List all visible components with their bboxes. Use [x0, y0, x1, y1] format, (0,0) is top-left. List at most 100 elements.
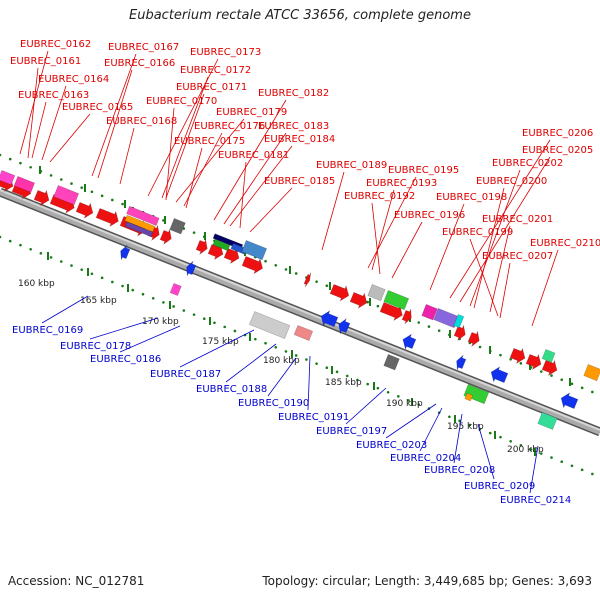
forward-leader-line: [371, 189, 395, 271]
forward-gene-box: [383, 290, 410, 311]
forward-gene-box: [421, 304, 438, 321]
forward-gene-label: EUBREC_0184: [264, 134, 335, 145]
reverse-gene: [338, 317, 351, 335]
tick-dot-outer: [570, 382, 574, 386]
forward-gene-label: EUBREC_0192: [344, 191, 415, 202]
forward-gene-box: [0, 170, 16, 186]
reverse-gene-box: [169, 283, 182, 296]
forward-gene: [75, 202, 94, 219]
tick-dot-inner: [570, 464, 574, 468]
tick-dot-inner: [8, 239, 12, 243]
forward-gene: [329, 284, 350, 302]
tick-dot-outer: [90, 190, 94, 194]
tick-dot-outer: [121, 202, 124, 206]
forward-gene: [525, 353, 542, 371]
footer-accession: Accession: NC_012781: [8, 574, 145, 588]
forward-gene-box: [241, 240, 268, 261]
tick-dot-outer: [325, 284, 329, 288]
forward-gene-label: EUBREC_0165: [62, 102, 133, 113]
reverse-leader-line: [225, 343, 277, 383]
forward-gene-box: [169, 218, 186, 235]
reverse-gene-label: EUBREC_0197: [316, 426, 387, 437]
forward-leader-line: [185, 147, 203, 209]
tick-dot-inner: [417, 403, 421, 406]
tick-dot-inner: [305, 358, 308, 361]
forward-gene: [379, 302, 403, 322]
reverse-gene-box: [463, 384, 490, 405]
forward-leader-line: [469, 169, 521, 307]
tick-dot-inner: [356, 378, 359, 382]
forward-gene: [159, 228, 172, 246]
forward-gene: [33, 189, 50, 207]
tick-dot-outer: [8, 157, 12, 161]
tick-dot-inner: [458, 419, 461, 423]
tick-dot-inner: [59, 260, 63, 263]
kbp-label: 160 kbp: [18, 279, 55, 289]
forward-leader-line: [119, 127, 135, 185]
tick-dot-outer: [49, 174, 53, 177]
forward-gene-label: EUBREC_0175: [174, 136, 245, 147]
kbp-label: 195 kbp: [447, 422, 484, 432]
tick-dot-inner: [397, 395, 400, 398]
kbp-label: 165 kbp: [80, 296, 117, 306]
forward-gene-label: EUBREC_0207: [482, 251, 553, 262]
tick-dot-inner: [151, 296, 155, 300]
forward-leader-line: [531, 249, 559, 327]
tick-dot-outer: [294, 272, 298, 275]
reverse-gene-box: [383, 354, 400, 371]
tick-dot-outer: [376, 304, 380, 308]
tick-dot-inner: [519, 444, 523, 447]
tick-dot-inner: [264, 341, 267, 345]
forward-gene-label: EUBREC_0163: [18, 90, 89, 101]
reverse-leader-line: [267, 357, 297, 397]
tick-dot-outer: [499, 353, 502, 357]
reverse-gene-label: EUBREC_0188: [196, 384, 267, 395]
forward-gene-label: EUBREC_0198: [436, 192, 507, 203]
tick-dot-inner: [468, 423, 472, 427]
forward-leader-line: [175, 118, 245, 203]
tick-dot-outer: [100, 194, 104, 198]
forward-gene-label: EUBREC_0201: [482, 214, 553, 225]
forward-gene: [95, 208, 119, 228]
forward-gene: [349, 292, 368, 309]
tick-dot-inner: [580, 468, 584, 472]
reverse-leader-line: [307, 355, 311, 411]
forward-leader-line: [165, 93, 205, 199]
kbp-label: 185 kbp: [325, 378, 362, 388]
tick-dot-inner: [90, 272, 94, 276]
forward-gene-label: EUBREC_0176: [194, 121, 265, 132]
tick-dot-inner: [345, 374, 349, 378]
tick-dot-inner: [131, 288, 135, 292]
forward-gene: [303, 272, 312, 288]
forward-leader-line: [489, 225, 511, 313]
kbp-label: 180 kbp: [263, 356, 300, 366]
forward-gene-label: EUBREC_0179: [216, 107, 287, 118]
tick-dot-outer: [59, 178, 63, 181]
tick-dot-outer: [19, 161, 22, 165]
tick-dot-inner: [315, 362, 318, 365]
tick-dot-outer: [417, 321, 421, 324]
reverse-gene-label: EUBREC_0204: [390, 453, 461, 464]
tick-dot-outer: [70, 182, 73, 185]
tick-dot-inner: [162, 301, 165, 304]
forward-leader-line: [367, 176, 417, 269]
forward-gene: [223, 247, 240, 265]
page-title: Eubacterium rectale ATCC 33656, complete…: [129, 8, 471, 23]
forward-gene-label: EUBREC_0199: [442, 227, 513, 238]
forward-leader-line: [469, 238, 499, 317]
tick-dot-inner: [49, 256, 53, 259]
forward-gene-label: EUBREC_0193: [366, 178, 437, 189]
forward-gene-label: EUBREC_0161: [10, 56, 81, 67]
reverse-gene: [186, 260, 197, 277]
reverse-gene-label: EUBREC_0169: [12, 325, 83, 336]
forward-gene-box: [124, 214, 156, 233]
forward-gene-label: EUBREC_0183: [258, 121, 329, 132]
reverse-leader-line: [345, 387, 387, 425]
forward-gene-label: EUBREC_0195: [388, 165, 459, 176]
reverse-leader-line: [419, 407, 443, 452]
forward-leader-line: [391, 221, 423, 279]
tick-dot-inner: [172, 305, 175, 308]
backbone-highlight: [0, 189, 600, 431]
reverse-gene: [456, 354, 467, 371]
